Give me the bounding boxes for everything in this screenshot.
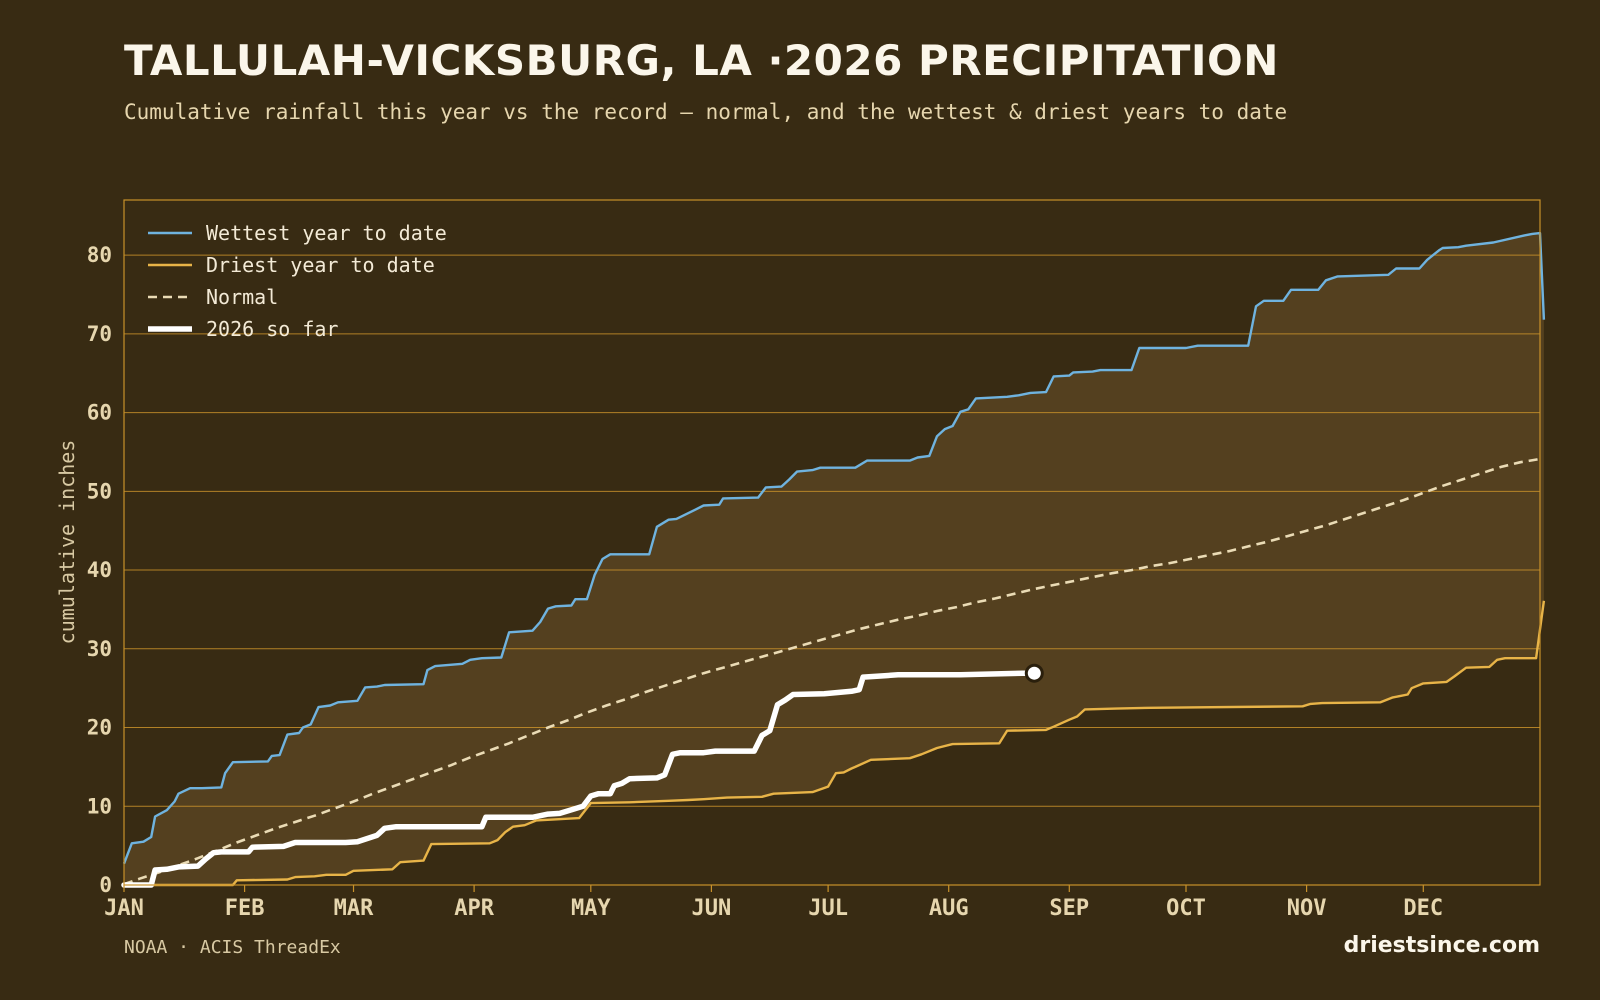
x-tick-label-may: MAY: [571, 896, 611, 921]
legend-label-2026-so-far: 2026 so far: [206, 317, 338, 341]
site-brand: driestsince.com: [1343, 933, 1540, 958]
x-tick-label-feb: FEB: [225, 896, 265, 921]
y-tick-label-50: 50: [87, 479, 112, 503]
legend-label-normal: Normal: [206, 285, 278, 309]
legend: Wettest year to date Driest year to date N…: [148, 221, 447, 341]
series-line-normal: [123, 457, 1541, 886]
y-tick-label-70: 70: [87, 322, 112, 346]
x-tick-label-jun: JUN: [692, 896, 732, 921]
x-tick-label-aug: AUG: [929, 896, 969, 921]
legend-label-wettest-year-to-date: Wettest year to date: [206, 221, 447, 245]
wet-dry-range-band: [124, 233, 1544, 886]
series-line-wettest: [122, 231, 1546, 865]
y-tick-label-40: 40: [87, 558, 112, 582]
source-credit: NOAA · ACIS ThreadEx: [124, 937, 341, 958]
series-layer: [121, 231, 1546, 888]
y-tick-label-80: 80: [87, 243, 112, 267]
page-subtitle: Cumulative rainfall this year vs the rec…: [124, 100, 1288, 124]
series-line-driest: [124, 600, 1546, 887]
x-tick-label-jan: JAN: [104, 896, 144, 921]
x-tick-label-nov: NOV: [1287, 896, 1327, 921]
x-tick-label-jul: JUL: [808, 896, 848, 921]
x-tick-label-apr: APR: [454, 896, 494, 921]
y-tick-label-60: 60: [87, 401, 112, 425]
x-tick-label-oct: OCT: [1166, 896, 1206, 921]
series-line-2026: [121, 670, 1038, 888]
y-tick-label-30: 30: [87, 637, 112, 661]
axis-labels: 0 10 20 30 40 50 60 70 80 JAN FEB MAR APR MAY JUN JUL AU…: [87, 243, 1443, 921]
y-tick-label-0: 0: [99, 873, 112, 897]
current-value-marker: [1024, 663, 1044, 683]
range-band-area: [124, 233, 1544, 886]
legend-label-driest-year-to-date: Driest year to date: [206, 253, 435, 277]
x-tick-label-dec: DEC: [1403, 896, 1443, 921]
y-axis-label: cumulative inches: [55, 440, 79, 645]
x-tick-label-sep: SEP: [1049, 896, 1089, 921]
normal-line-layer: [123, 457, 1541, 886]
x-tick-label-mar: MAR: [334, 896, 374, 921]
y-tick-label-20: 20: [87, 716, 112, 740]
gridlines: [124, 254, 1540, 807]
plot-frame: [123, 199, 1541, 886]
page-title: TALLULAH-VICKSBURG, LA ·2026 PRECIPITATI…: [124, 36, 1279, 85]
y-tick-label-10: 10: [87, 794, 112, 818]
